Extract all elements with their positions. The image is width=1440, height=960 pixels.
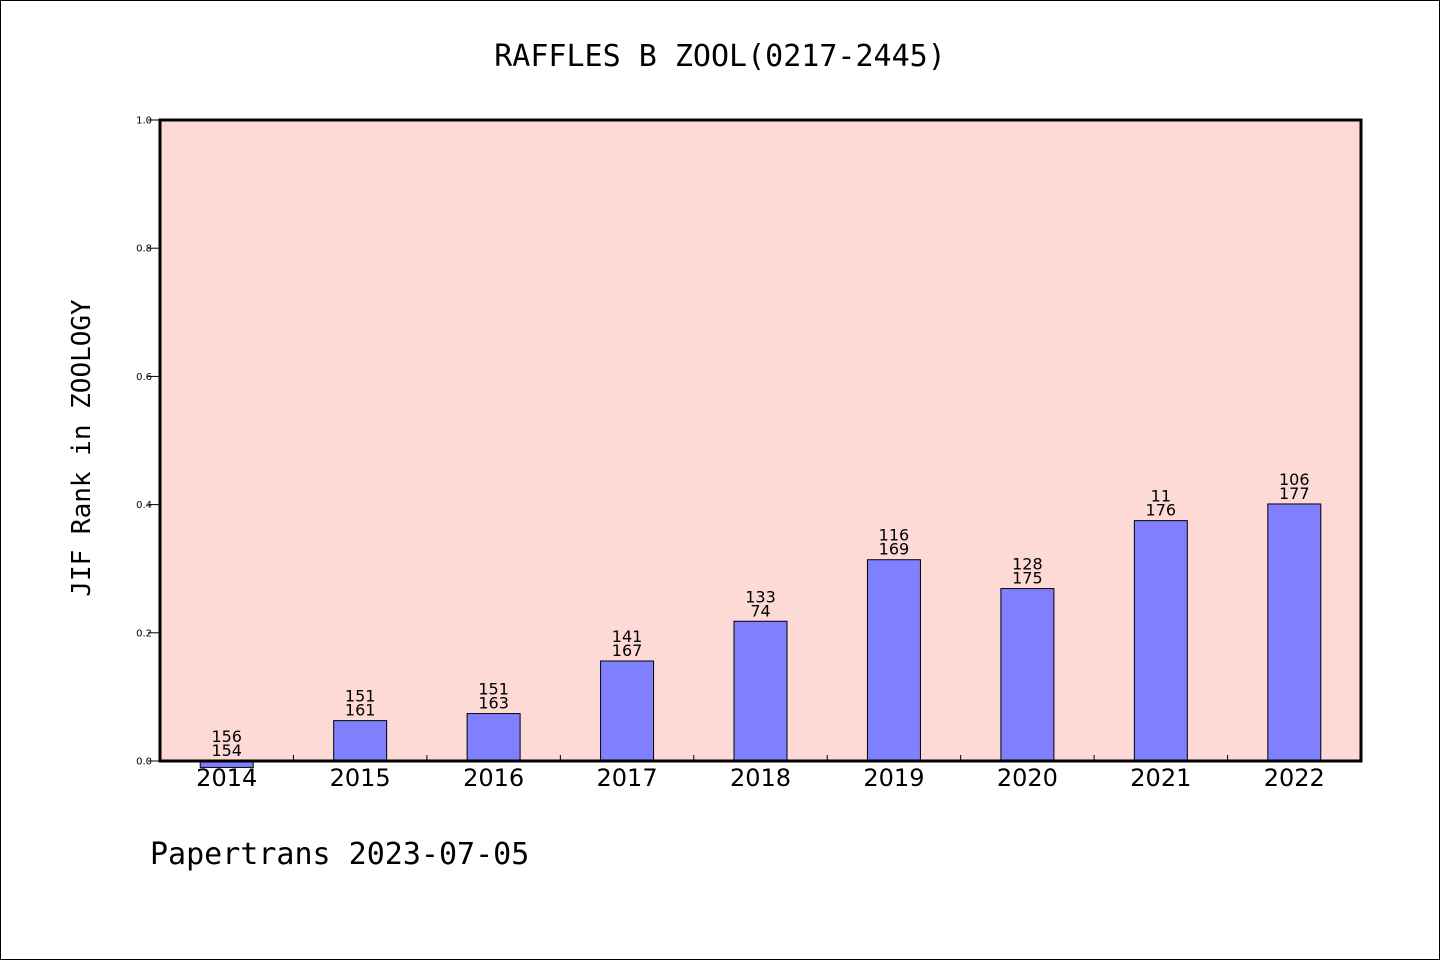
x-tick-label-2015: 2015: [330, 764, 391, 792]
bar-2021: [1133, 520, 1188, 762]
y-tick-label: 0.8: [136, 244, 152, 255]
data-label-bottom: 74: [750, 601, 770, 620]
y-tick-label: 0.6: [136, 372, 152, 383]
data-label-bottom: 176: [1146, 501, 1177, 520]
data-label-bottom: 177: [1279, 484, 1310, 503]
x-tick-label-2014: 2014: [196, 764, 257, 792]
y-axis-label: JIF Rank in ZOOLOGY: [67, 299, 97, 597]
x-tick-label-2018: 2018: [730, 764, 791, 792]
bars-group: [199, 503, 1322, 768]
data-label-top: 141: [612, 627, 643, 646]
x-tick-label-2016: 2016: [463, 764, 524, 792]
footer-text: Papertrans 2023-07-05: [150, 837, 529, 872]
chart-title: RAFFLES B ZOOL(0217-2445): [494, 39, 946, 74]
bar-2017: [600, 660, 655, 762]
bar-2016: [466, 713, 521, 762]
data-label-top: 151: [345, 687, 376, 706]
data-label-bottom: 167: [612, 641, 643, 660]
data-label-bottom: 154: [211, 741, 242, 760]
data-label-bottom: 175: [1012, 569, 1043, 588]
bar-2020: [1000, 588, 1055, 762]
bar-2018: [733, 620, 788, 762]
data-label-top: 156: [211, 727, 242, 746]
data-label-bottom: 161: [345, 701, 376, 720]
x-tick-label-2017: 2017: [597, 764, 658, 792]
data-label-top: 11: [1151, 487, 1171, 506]
plot-border: [158, 118, 1363, 763]
x-tick-label-2022: 2022: [1264, 764, 1325, 792]
data-label-bottom: 169: [879, 540, 910, 559]
x-tick-label-2020: 2020: [997, 764, 1058, 792]
data-label-top: 128: [1012, 555, 1043, 574]
data-label-top: 106: [1279, 470, 1310, 489]
x-axis: 2014 2015 2016 2017 2018 2019 2020 2021 2022: [196, 755, 1325, 792]
y-tick-label: 0.4: [136, 500, 152, 511]
data-label-top: 133: [745, 587, 776, 606]
bar-2022: [1267, 503, 1322, 762]
data-label-top: 151: [478, 680, 509, 699]
x-tick-label-2019: 2019: [863, 764, 924, 792]
data-label-top: 116: [879, 526, 910, 545]
x-tick-label-2021: 2021: [1130, 764, 1191, 792]
y-tick-label: 0.2: [136, 628, 152, 639]
bar-2015: [333, 720, 388, 762]
bar-2019: [866, 559, 921, 762]
data-label-bottom: 163: [478, 694, 509, 713]
y-tick-label: 1.0: [136, 116, 152, 127]
y-axis: 0.0 0.2 0.4 0.6 0.8 1.0: [136, 116, 160, 768]
y-tick-label: 0.0: [136, 757, 152, 768]
